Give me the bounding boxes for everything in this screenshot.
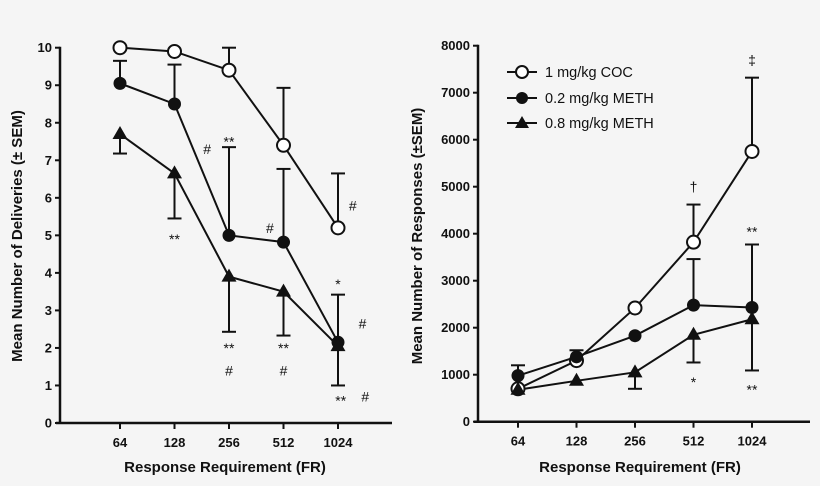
x-tick-label: 128 <box>566 434 588 449</box>
significance-marker: # <box>349 197 357 213</box>
x-tick-label: 256 <box>624 434 646 449</box>
data-point-open-circle <box>276 137 291 153</box>
legend-label: 0.2 mg/kg METH <box>545 91 654 107</box>
data-point-open-circle <box>686 234 701 250</box>
y-tick-label: 2000 <box>441 320 470 335</box>
x-tick-label: 1024 <box>738 434 768 449</box>
y-tick-label: 2 <box>45 340 52 355</box>
x-tick-label: 1024 <box>324 435 354 450</box>
y-tick-label: 4000 <box>441 226 470 241</box>
x-tick-label: 64 <box>113 435 128 450</box>
data-point-filled-circle <box>113 76 127 90</box>
y-tick-label: 7 <box>45 153 52 168</box>
legend-triangle-marker <box>515 116 529 128</box>
significance-marker: ** <box>747 223 758 239</box>
significance-marker: ** <box>747 382 758 398</box>
data-point-open-circle <box>330 220 346 236</box>
left-x-axis-label: Response Requirement (FR) <box>124 459 326 476</box>
significance-marker: # <box>266 220 274 236</box>
data-point-triangle <box>686 326 701 340</box>
left-y-axis-label: Mean Number of Deliveries (± SEM) <box>9 110 26 362</box>
y-tick-label: 0 <box>45 416 52 431</box>
y-tick-label: 1 <box>45 378 52 393</box>
data-point-triangle <box>221 268 237 282</box>
data-point-filled-circle <box>570 350 583 364</box>
y-tick-label: 1000 <box>441 367 470 382</box>
significance-marker: # <box>359 316 367 332</box>
y-tick-label: 8000 <box>441 38 470 53</box>
data-point-triangle <box>276 283 291 297</box>
y-tick-label: 3 <box>45 303 52 318</box>
legend-item-meth-0-8: 0.8 mg/kg METH <box>507 116 654 132</box>
data-point-triangle <box>510 381 526 395</box>
legend-item-coc: 1 mg/kg COC <box>507 65 633 81</box>
y-tick-label: 7000 <box>441 85 470 100</box>
x-tick-label: 64 <box>511 434 526 449</box>
x-tick-label: 128 <box>164 435 186 450</box>
data-point-filled-circle <box>628 329 642 343</box>
data-point-filled-circle <box>168 97 181 111</box>
legend-item-meth-0-2: 0.2 mg/kg METH <box>507 91 654 107</box>
right-y-axis-label: Mean Number of Responses (±SEM) <box>409 108 426 365</box>
data-point-open-circle <box>112 40 128 56</box>
series-line <box>517 150 753 390</box>
y-tick-label: 5 <box>45 228 52 243</box>
data-point-filled-circle <box>687 298 700 312</box>
data-point-open-circle <box>627 300 643 316</box>
significance-marker: * <box>691 374 697 390</box>
data-point-triangle <box>112 126 128 140</box>
significance-marker: ‡ <box>748 52 756 68</box>
significance-marker: * <box>335 276 341 292</box>
significance-marker: ** <box>224 134 235 150</box>
y-tick-label: 0 <box>463 414 470 429</box>
right-x-axis-label: Response Requirement (FR) <box>539 459 741 476</box>
data-point-filled-circle <box>222 228 236 242</box>
data-point-triangle <box>744 311 760 325</box>
data-point-filled-circle <box>277 235 290 249</box>
significance-marker: † <box>690 179 698 195</box>
data-point-open-circle <box>744 143 760 159</box>
significance-marker: # <box>203 141 211 157</box>
responses-panel: 0 1000 2000 3000 4000 5000 6000 7000 8000 64 128 25… <box>441 38 810 449</box>
significance-marker: ** <box>169 231 180 247</box>
y-tick-label: 8 <box>45 115 52 130</box>
significance-marker: ** <box>278 340 289 356</box>
y-tick-label: 5000 <box>441 179 470 194</box>
data-point-filled-circle <box>511 369 525 383</box>
y-tick-label: 6000 <box>441 132 470 147</box>
significance-marker: # <box>361 389 369 405</box>
legend: 1 mg/kg COC 0.2 mg/kg METH 0.8 mg/kg MET… <box>507 65 654 132</box>
y-tick-label: 6 <box>45 190 52 205</box>
y-tick-label: 3000 <box>441 273 470 288</box>
y-tick-label: 9 <box>45 78 52 93</box>
data-point-open-circle <box>221 62 237 78</box>
legend-label: 1 mg/kg COC <box>545 65 633 81</box>
x-tick-label: 512 <box>273 435 295 450</box>
significance-marker: ** <box>335 392 346 408</box>
data-point-filled-circle <box>745 300 759 314</box>
deliveries-panel: 0 1 2 3 4 5 6 7 8 9 10 64 128 256 512 1024 ** # ** # ** # ** # *… <box>38 40 392 450</box>
significance-marker: ** <box>224 340 235 356</box>
data-point-triangle <box>569 372 584 386</box>
significance-marker: # <box>280 362 288 378</box>
significance-marker: # <box>225 362 233 378</box>
legend-open-circle-marker <box>515 65 529 79</box>
x-tick-label: 256 <box>218 435 240 450</box>
y-tick-label: 4 <box>45 265 53 280</box>
data-point-triangle <box>627 364 643 378</box>
x-tick-label: 512 <box>683 434 705 449</box>
legend-filled-circle-marker <box>516 92 528 104</box>
data-point-open-circle <box>167 43 182 59</box>
y-tick-label: 10 <box>38 40 52 55</box>
legend-label: 0.8 mg/kg METH <box>545 116 654 132</box>
data-point-triangle <box>330 338 346 352</box>
data-point-triangle <box>167 165 182 179</box>
